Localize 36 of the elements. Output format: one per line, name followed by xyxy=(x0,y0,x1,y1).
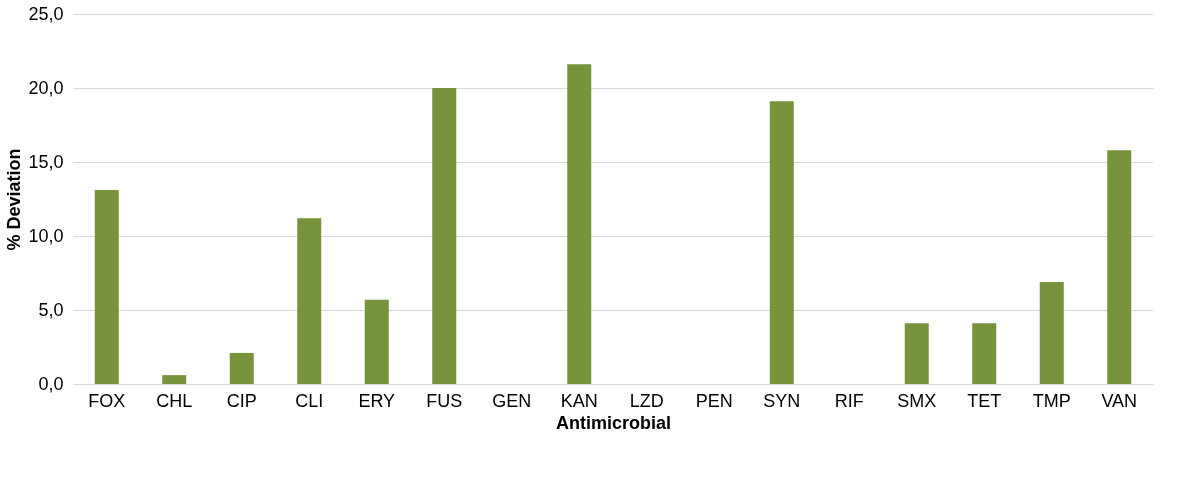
bar xyxy=(904,323,929,384)
x-tick-label: SYN xyxy=(763,390,801,411)
bar xyxy=(432,88,457,384)
x-tick-label: RIF xyxy=(834,390,864,411)
x-tick-label: GEN xyxy=(492,390,532,411)
x-tick-label: FUS xyxy=(426,390,463,411)
x-tick-label: TMP xyxy=(1032,390,1071,411)
bar xyxy=(229,352,254,384)
bar xyxy=(297,218,322,384)
bar xyxy=(1107,150,1132,384)
bar xyxy=(94,190,119,384)
x-tick-label: ERY xyxy=(358,390,396,411)
y-tick-label: 15,0 xyxy=(28,151,64,172)
x-tick-label: KAN xyxy=(560,390,598,411)
bar xyxy=(364,299,389,384)
y-tick-label: 25,0 xyxy=(28,3,64,24)
y-tick-label: 0,0 xyxy=(38,373,64,394)
x-tick-label: PEN xyxy=(695,390,733,411)
x-tick-label: VAN xyxy=(1101,390,1138,411)
x-tick-label: SMX xyxy=(897,390,937,411)
x-tick-label: CIP xyxy=(226,390,257,411)
x-tick-label: FOX xyxy=(88,390,126,411)
x-tick-label: LZD xyxy=(629,390,664,411)
bar xyxy=(972,323,997,384)
bar xyxy=(567,64,592,384)
x-tick-label: CHL xyxy=(156,390,193,411)
x-tick-label: CLI xyxy=(295,390,324,411)
y-tick-label: 20,0 xyxy=(28,77,64,98)
bar xyxy=(1039,281,1064,384)
x-axis-title: Antimicrobial xyxy=(555,412,672,433)
y-tick-label: 10,0 xyxy=(28,225,64,246)
y-tick-label: 5,0 xyxy=(38,299,64,320)
y-axis-title: % Deviation xyxy=(4,148,25,251)
bar xyxy=(769,101,794,384)
x-tick-label: TET xyxy=(967,390,1002,411)
bar xyxy=(162,375,187,384)
